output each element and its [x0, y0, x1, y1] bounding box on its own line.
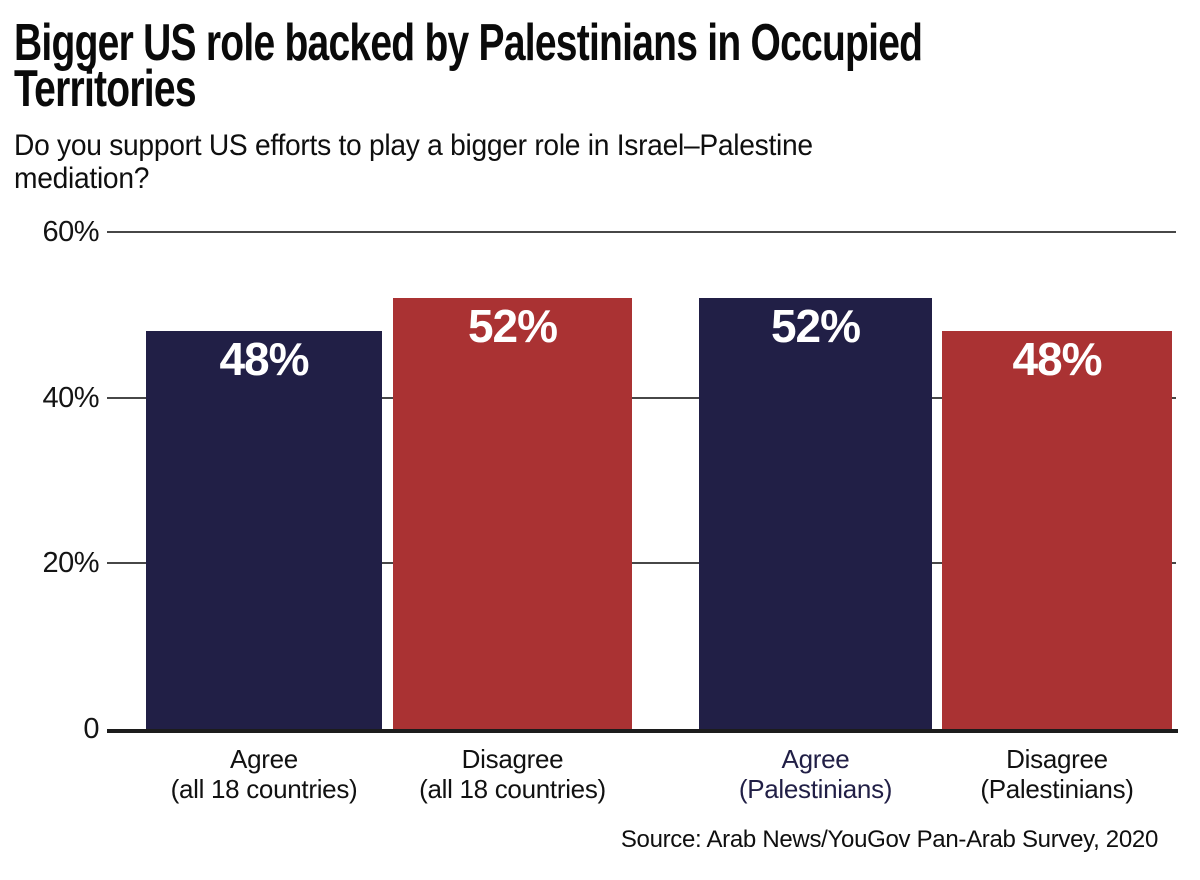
chart-title: Bigger US role backed by Palestinians in… — [14, 14, 1200, 118]
gridline-40 — [107, 396, 1176, 399]
y-axis-tick-label-0: 0 — [83, 713, 99, 745]
bar-agree-all-18-countries: 48% — [146, 331, 382, 729]
x-category-label-agree-palestinians: Agree (Palestinians) — [656, 744, 976, 804]
bar-value-label-disagree-palestinians: 48% — [1012, 333, 1102, 385]
bar-agree-palestinians: 52% — [699, 298, 932, 729]
y-axis-tick-label-60: 60% — [42, 216, 99, 248]
x-category-label-line: Disagree — [1006, 744, 1108, 774]
chart-title-line1: Bigger US role backed by Palestinians in… — [14, 14, 923, 72]
bar-value-label-agree-all-18-countries: 48% — [219, 333, 309, 385]
gridline-20 — [107, 562, 1176, 565]
x-axis-baseline — [107, 729, 1178, 733]
bar-disagree-palestinians: 48% — [942, 331, 1172, 729]
x-category-label-disagree-palestinians: Disagree (Palestinians) — [897, 744, 1200, 804]
x-category-label-line: Agree — [781, 744, 850, 774]
chart-subtitle-line2: mediation? — [14, 162, 150, 195]
x-category-label-line: Agree — [230, 744, 298, 774]
bar-value-label-disagree-all-18-countries: 52% — [467, 300, 558, 352]
chart-title-line2: Territories — [14, 60, 197, 118]
gridline-60 — [107, 231, 1176, 233]
x-category-label-line: (all 18 countries) — [419, 774, 606, 804]
source-note: Source: Arab News/YouGov Pan-Arab Survey… — [620, 826, 1158, 853]
bar-value-label-agree-palestinians: 52% — [770, 300, 861, 352]
x-category-label-line: (Palestinians) — [980, 774, 1134, 804]
x-category-label-agree-all-18-countries: Agree (all 18 countries) — [104, 744, 424, 804]
x-category-label-disagree-all-18-countries: Disagree (all 18 countries) — [353, 744, 673, 804]
x-category-label-line: Disagree — [461, 744, 564, 774]
x-category-label-line: (Palestinians) — [738, 774, 893, 804]
chart-subtitle-line1: Do you support US efforts to play a bigg… — [14, 129, 813, 162]
bar-disagree-all-18-countries: 52% — [393, 298, 632, 729]
y-axis-tick-label-40: 40% — [42, 381, 99, 414]
x-category-label-line: (all 18 countries) — [170, 774, 358, 804]
chart-subtitle: Do you support US efforts to play a bigg… — [14, 129, 864, 195]
y-axis-tick-label-20: 20% — [42, 547, 99, 580]
